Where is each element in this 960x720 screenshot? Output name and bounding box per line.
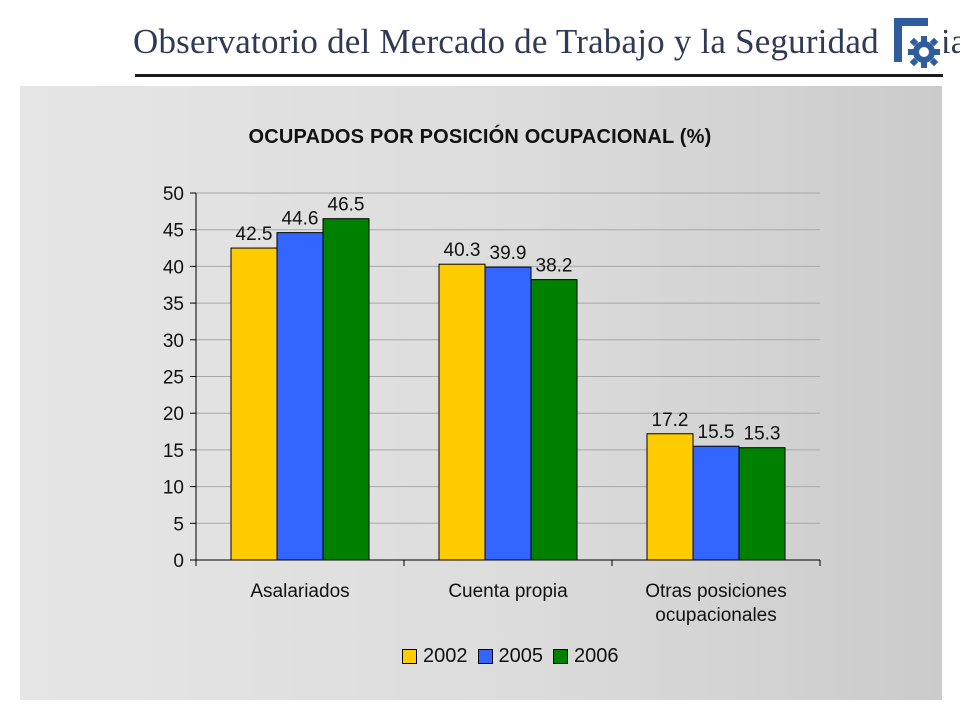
y-tick-label: 10 — [163, 478, 184, 499]
header-divider — [135, 74, 943, 77]
data-label: 38.2 — [536, 256, 573, 277]
bar-2006 — [530, 279, 578, 561]
bar-2002 — [438, 263, 486, 561]
data-label: 15.3 — [744, 424, 781, 445]
bar-2005 — [484, 266, 532, 561]
legend-item-2005: 2005 — [477, 644, 544, 668]
x-tick-label: ocupacionales — [655, 605, 776, 626]
data-label: 39.9 — [490, 243, 527, 264]
bar-2002 — [646, 433, 694, 561]
data-label: 44.6 — [282, 209, 319, 230]
y-tick-label: 20 — [163, 404, 184, 425]
legend-label-2005: 2005 — [498, 644, 544, 667]
x-tick-label: Asalariados — [250, 581, 349, 602]
y-tick-label: 40 — [163, 257, 184, 278]
legend-item-2002: 2002 — [402, 645, 468, 668]
y-tick-label: 0 — [173, 551, 184, 572]
legend-swatch-2005 — [477, 648, 493, 664]
header-title: Observatorio del Mercado de Trabajo y la… — [133, 22, 960, 61]
bar-2006 — [738, 447, 786, 561]
data-label: 40.3 — [444, 240, 481, 261]
bar-2002 — [230, 247, 278, 561]
y-tick-label: 15 — [163, 441, 184, 462]
y-tick-label: 45 — [163, 221, 184, 242]
legend-label-2002: 2002 — [423, 644, 468, 667]
chart-legend: 2002 2005 2006 — [398, 642, 623, 670]
data-label: 46.5 — [328, 195, 365, 216]
y-tick-label: 5 — [173, 514, 184, 535]
y-tick-label: 30 — [163, 331, 184, 352]
legend-swatch-2002 — [402, 648, 417, 664]
data-label: 42.5 — [236, 224, 273, 245]
data-label: 17.2 — [652, 410, 689, 431]
bar-2005 — [692, 445, 740, 561]
y-tick-label: 50 — [163, 184, 184, 205]
y-tick-label: 25 — [163, 368, 184, 389]
legend-item-2006: 2006 — [553, 645, 619, 668]
y-tick-label: 35 — [163, 294, 184, 315]
bar-2005 — [276, 232, 324, 561]
legend-label-2006: 2006 — [574, 644, 619, 667]
chart-title: OCUPADOS POR POSICIÓN OCUPACIONAL (%) — [248, 126, 712, 148]
bar-2006 — [322, 218, 370, 561]
x-tick-label: Cuenta propia — [448, 581, 568, 602]
gear-logo-icon — [888, 16, 944, 72]
data-label: 15.5 — [698, 422, 735, 443]
legend-swatch-2006 — [553, 648, 568, 664]
x-tick-label: Otras posiciones — [645, 581, 787, 602]
